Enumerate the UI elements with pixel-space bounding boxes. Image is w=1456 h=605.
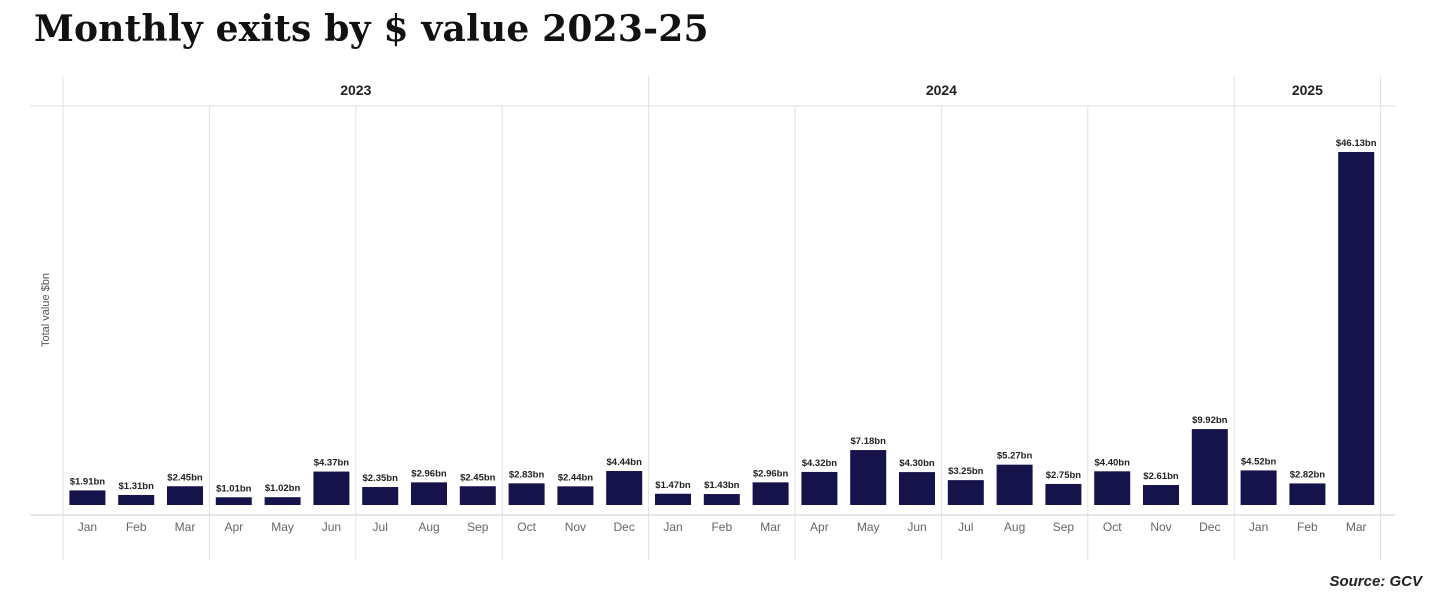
x-tick-label: Sep xyxy=(467,520,489,534)
data-label: $2.82bn xyxy=(1290,469,1326,480)
bar xyxy=(508,483,545,505)
x-tick-label: Apr xyxy=(224,520,243,534)
data-label: $4.32bn xyxy=(802,458,838,469)
bar xyxy=(850,450,887,505)
x-tick-label: Jan xyxy=(663,520,682,534)
x-tick-label: Apr xyxy=(810,520,829,534)
bar xyxy=(167,486,203,505)
bar xyxy=(69,490,106,505)
x-tick-label: Feb xyxy=(126,520,147,534)
bar xyxy=(1240,470,1277,505)
x-tick-label: Dec xyxy=(614,520,635,534)
data-label: $1.01bn xyxy=(216,483,252,494)
source-note: Source: GCV xyxy=(1329,573,1422,590)
data-label: $2.45bn xyxy=(460,472,496,483)
bar xyxy=(1338,152,1375,505)
x-tick-label: Mar xyxy=(175,520,196,534)
x-tick-label: Jan xyxy=(78,520,97,534)
bar xyxy=(703,494,740,505)
bar xyxy=(996,464,1033,505)
bar xyxy=(459,486,496,505)
x-tick-label: Dec xyxy=(1199,520,1220,534)
data-label: $4.44bn xyxy=(607,457,643,468)
chart-title: Monthly exits by $ value 2023-25 xyxy=(34,8,709,50)
x-tick-label: Mar xyxy=(1346,520,1367,534)
data-label: $4.40bn xyxy=(1095,457,1131,468)
bar xyxy=(411,482,447,505)
bar xyxy=(1143,485,1179,505)
data-label: $3.25bn xyxy=(948,466,984,477)
year-label: 2024 xyxy=(926,82,957,98)
x-tick-label: Nov xyxy=(565,520,586,534)
bar xyxy=(1045,483,1082,505)
bar xyxy=(313,471,350,505)
bar xyxy=(899,472,935,505)
bar xyxy=(264,497,301,505)
bar xyxy=(947,480,984,505)
bar xyxy=(1191,429,1228,505)
data-label: $9.92bn xyxy=(1192,415,1228,426)
x-tick-label: Aug xyxy=(1004,520,1025,534)
x-tick-label: Jan xyxy=(1249,520,1268,534)
data-label: $2.45bn xyxy=(167,472,203,483)
bar xyxy=(557,486,594,505)
data-label: $2.75bn xyxy=(1046,470,1082,481)
bar xyxy=(1094,471,1131,505)
data-label: $1.47bn xyxy=(655,480,691,491)
x-tick-label: Mar xyxy=(760,520,781,534)
x-tick-label: Jun xyxy=(322,520,341,534)
data-label: $1.31bn xyxy=(119,481,155,492)
x-tick-label: Feb xyxy=(711,520,732,534)
data-label: $5.27bn xyxy=(997,451,1033,462)
x-tick-label: Oct xyxy=(517,520,536,534)
data-label: $4.30bn xyxy=(899,458,935,469)
bar xyxy=(655,493,691,505)
year-label: 2023 xyxy=(340,82,371,98)
bar xyxy=(1289,483,1326,505)
x-tick-label: Aug xyxy=(418,520,439,534)
data-label: $1.91bn xyxy=(70,476,106,487)
bar xyxy=(118,494,155,505)
bar xyxy=(362,487,399,505)
bar xyxy=(801,471,838,505)
x-tick-label: May xyxy=(857,520,880,534)
data-label: $7.18bn xyxy=(851,436,887,447)
data-label: $2.96bn xyxy=(753,468,789,479)
x-tick-label: Oct xyxy=(1103,520,1122,534)
x-tick-label: May xyxy=(271,520,294,534)
data-label: $2.44bn xyxy=(558,472,594,483)
data-label: $2.35bn xyxy=(363,473,399,484)
x-tick-label: Nov xyxy=(1150,520,1171,534)
x-tick-label: Jun xyxy=(907,520,926,534)
x-tick-label: Jul xyxy=(958,520,973,534)
year-label: 2025 xyxy=(1292,82,1323,98)
x-tick-label: Jul xyxy=(373,520,388,534)
bar xyxy=(606,471,643,505)
data-label: $4.52bn xyxy=(1241,456,1277,467)
data-label: $46.13bn xyxy=(1336,138,1377,149)
data-label: $4.37bn xyxy=(314,458,350,469)
data-label: $2.83bn xyxy=(509,469,545,480)
data-label: $1.43bn xyxy=(704,480,740,491)
x-tick-label: Feb xyxy=(1297,520,1318,534)
bar xyxy=(752,482,789,505)
data-label: $2.96bn xyxy=(411,468,447,479)
bar xyxy=(215,497,252,505)
data-label: $1.02bn xyxy=(265,483,301,494)
x-tick-label: Sep xyxy=(1053,520,1075,534)
data-label: $2.61bn xyxy=(1143,471,1179,482)
